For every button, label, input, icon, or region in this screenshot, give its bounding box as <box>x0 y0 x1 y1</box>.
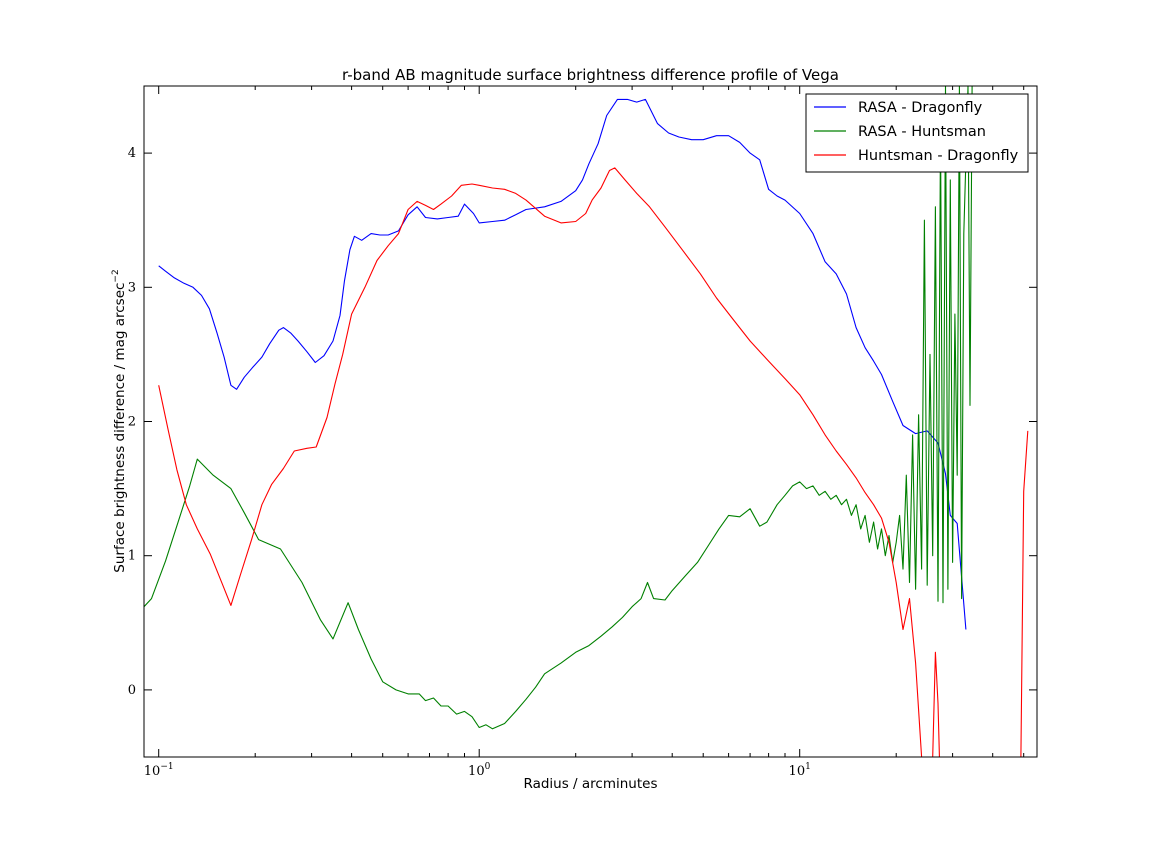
series-line-1 <box>144 86 973 730</box>
legend-label-2: Huntsman - Dragonfly <box>858 148 1019 164</box>
y-tick-label-3: 3 <box>128 280 136 295</box>
chart-title: r-band AB magnitude surface brightness d… <box>342 66 839 84</box>
y-axis-label-exponent: −2 <box>111 269 121 282</box>
x-tick-label-exponent: −1 <box>160 762 173 772</box>
legend-label-0: RASA - Dragonfly <box>858 100 983 116</box>
x-tick-label-exponent: 1 <box>805 762 811 772</box>
series-line-2 <box>158 167 1029 757</box>
legend[interactable]: RASA - Dragonfly RASA - Huntsman Huntsman … <box>805 93 1029 173</box>
y-axis-label: Surface brightness difference / mag arcs… <box>111 269 128 572</box>
x-tick-label-exponent: 0 <box>485 762 491 772</box>
y-tick-label-1: 1 <box>128 549 136 564</box>
legend-label-1: RASA - Huntsman <box>858 124 986 140</box>
x-tick-label-2: 101 <box>789 762 811 779</box>
y-tick-label-4: 4 <box>128 146 136 161</box>
y-axis-label-text: Surface brightness difference / mag arcs… <box>112 283 128 573</box>
x-tick-label-base: 10 <box>144 764 161 779</box>
x-tick-label-1: 100 <box>468 762 491 779</box>
x-tick-label-base: 10 <box>468 764 485 779</box>
series-layer <box>144 86 1029 757</box>
x-tick-label-0: 10−1 <box>144 762 174 779</box>
y-tick-label-0: 0 <box>128 683 136 698</box>
x-axis-label: Radius / arcminutes <box>524 776 658 792</box>
series-line-0 <box>158 98 967 630</box>
x-tick-label-base: 10 <box>789 764 806 779</box>
y-tick-label-2: 2 <box>128 415 136 430</box>
plot-frame <box>143 85 1038 758</box>
